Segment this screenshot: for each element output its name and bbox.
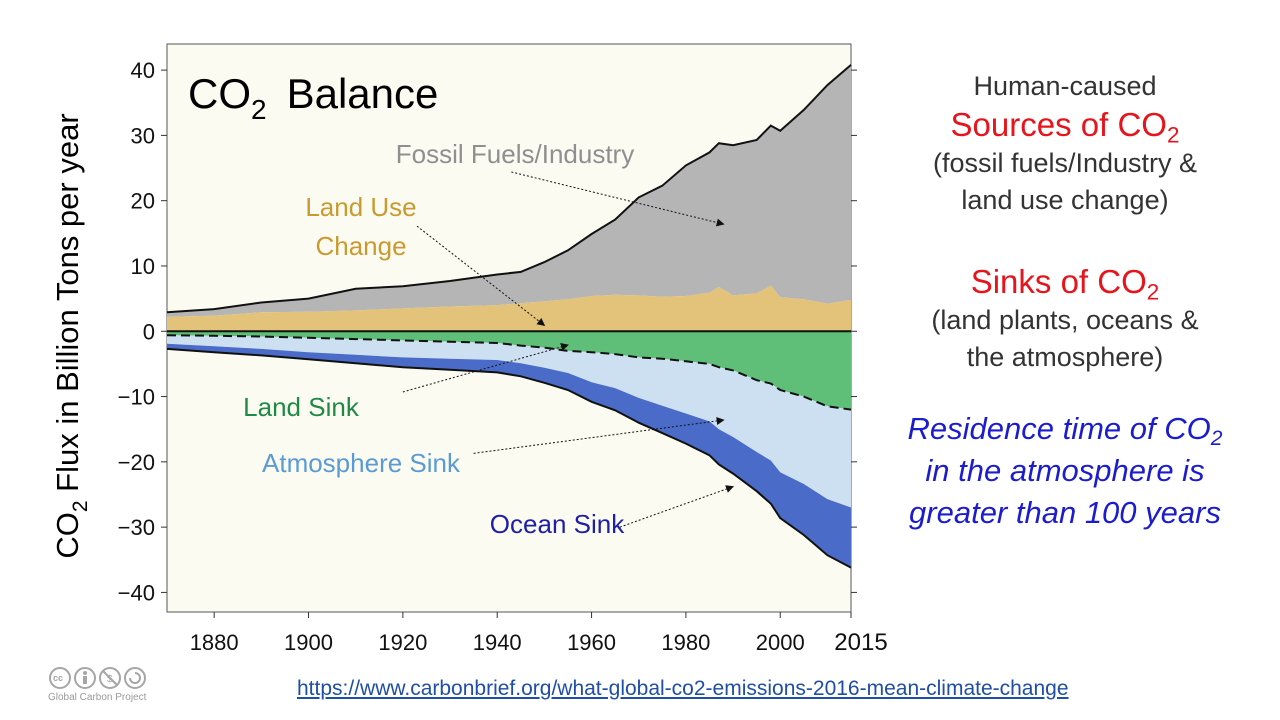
- area-ocean-sink: [167, 343, 851, 568]
- y-tick-label: −40: [118, 580, 155, 605]
- x-tick-label: 1980: [661, 630, 710, 655]
- ocean-bottom-line: [166, 347, 852, 569]
- arrow-fossil: [511, 171, 725, 227]
- y-tick-label: 0: [143, 319, 155, 344]
- area-land-sink: [167, 331, 851, 410]
- x-tick-label: 1900: [284, 630, 333, 655]
- y-tick-label: −30: [118, 515, 155, 540]
- x-tick-label: 2015: [834, 629, 887, 656]
- creative-commons-logo: cc $: [49, 667, 146, 689]
- x-tick-label: 1960: [567, 630, 616, 655]
- x-tick-label: 1880: [190, 630, 239, 655]
- chart-title-sub: 2: [251, 94, 267, 125]
- area-fossil-fuels: [167, 64, 851, 317]
- land-sink-edge: [166, 334, 852, 411]
- annotation-land-sink: Land Sink: [243, 392, 360, 422]
- sinks-desc-2: the atmosphere): [966, 342, 1164, 372]
- annotation-arrows: [402, 171, 735, 528]
- source-link[interactable]: https://www.carbonbrief.org/what-global-…: [297, 677, 1069, 700]
- chart-title-main: CO: [188, 70, 251, 117]
- annotation-landuse-1: Land Use: [305, 192, 416, 222]
- residence-line-3: greater than 100 years: [909, 495, 1221, 530]
- y-tick-label: 30: [131, 123, 155, 148]
- svg-text:$: $: [107, 674, 113, 685]
- y-axis-label: CO2 Flux in Billion Tons per year: [50, 113, 92, 558]
- annotation-ocean-sink: Ocean Sink: [490, 509, 625, 539]
- area-land-use-change: [167, 285, 851, 332]
- y-tick-label: 20: [131, 189, 155, 214]
- residence-line-1: Residence time of CO2: [907, 411, 1223, 450]
- sources-desc-1: (fossil fuels/Industry &: [932, 148, 1198, 178]
- human-caused-label: Human-caused: [973, 71, 1157, 101]
- x-tick-label: 1920: [378, 630, 427, 655]
- x-tick-label: 2000: [756, 630, 805, 655]
- annotation-landuse-2: Change: [315, 231, 406, 261]
- y-tick-label: −20: [118, 450, 155, 475]
- arrow-ocean-sink: [619, 485, 735, 528]
- sinks-heading: Sinks of CO2: [970, 263, 1160, 305]
- y-tick-label: 40: [131, 58, 155, 83]
- residence-line-2: in the atmosphere is: [925, 453, 1205, 488]
- chart-title: CO2 Balance: [188, 70, 438, 125]
- right-panel: Human-caused Sources of CO2 (fossil fuel…: [860, 68, 1270, 534]
- area-atmosphere-sink: [167, 335, 851, 508]
- arrow-land-use: [416, 225, 546, 327]
- axis-ticks: 40 30 20 10 0 −10 −20 −30 −40 1880 1900 1920 1940 196…: [118, 58, 888, 656]
- fossil-top-line: [166, 64, 852, 314]
- x-tick-label: 1940: [473, 630, 522, 655]
- stacked-areas: [166, 64, 852, 569]
- chart-title-rest: Balance: [287, 70, 439, 117]
- logo-caption: Global Carbon Project: [48, 692, 147, 703]
- arrow-land-sink: [402, 343, 569, 393]
- y-tick-label: 10: [131, 254, 155, 279]
- annotation-atmosphere-sink: Atmosphere Sink: [262, 448, 461, 478]
- svg-text:cc: cc: [53, 673, 63, 683]
- sources-heading: Sources of CO2: [950, 106, 1180, 148]
- sinks-desc-1: (land plants, oceans &: [931, 305, 1199, 335]
- sources-desc-2: land use change): [961, 185, 1169, 215]
- y-tick-label: −10: [118, 385, 155, 410]
- annotation-fossil: Fossil Fuels/Industry: [396, 139, 634, 169]
